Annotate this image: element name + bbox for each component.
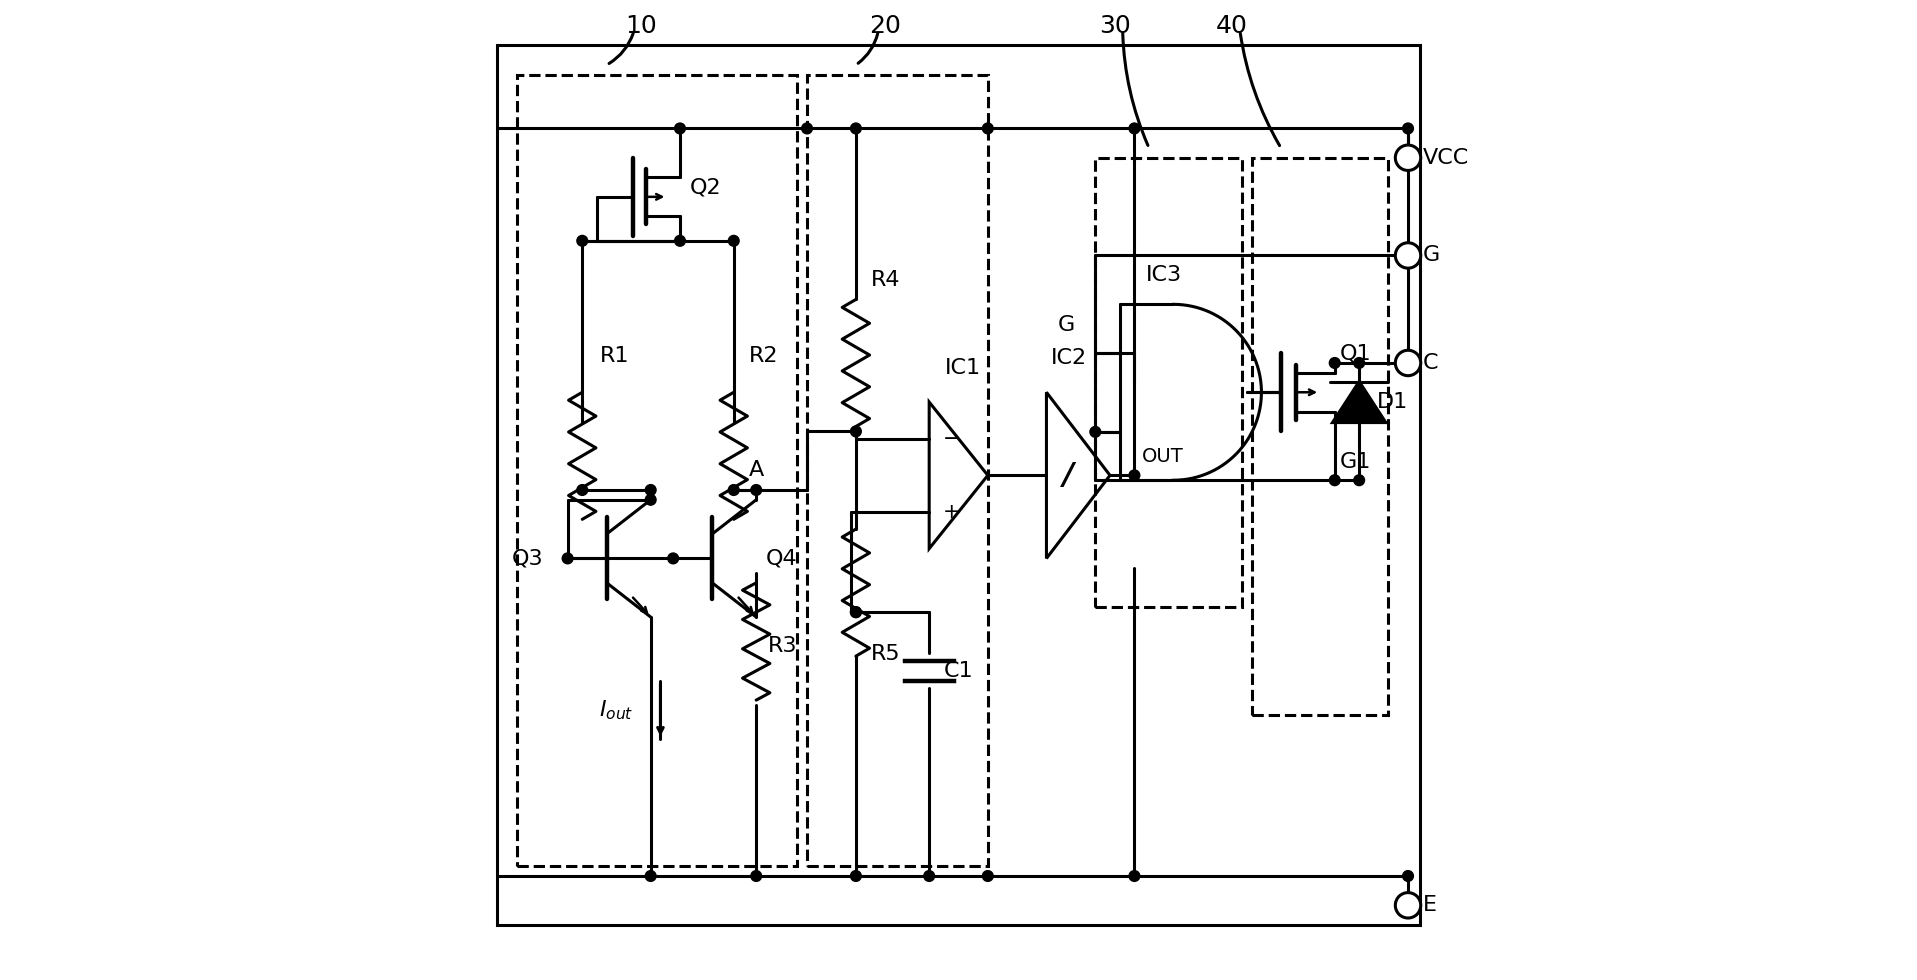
Text: A: A — [748, 461, 763, 480]
Bar — [1095, 158, 1242, 608]
Circle shape — [728, 235, 740, 246]
Circle shape — [1353, 358, 1365, 368]
Circle shape — [924, 870, 935, 881]
Bar — [807, 74, 987, 866]
Text: 20: 20 — [868, 14, 901, 38]
Text: Q2: Q2 — [690, 177, 721, 197]
Text: 30: 30 — [1098, 14, 1131, 38]
Text: R5: R5 — [870, 644, 901, 663]
Text: R2: R2 — [750, 346, 778, 366]
Circle shape — [1129, 123, 1141, 134]
Circle shape — [1353, 475, 1365, 486]
Circle shape — [851, 870, 861, 881]
Text: IC3: IC3 — [1146, 265, 1181, 285]
Circle shape — [1396, 350, 1420, 375]
Text: 40: 40 — [1215, 14, 1248, 38]
Circle shape — [667, 553, 679, 563]
Text: R4: R4 — [870, 270, 901, 290]
Bar — [497, 45, 1420, 925]
Text: D1: D1 — [1376, 392, 1407, 412]
Text: R3: R3 — [769, 636, 797, 657]
Circle shape — [646, 494, 656, 505]
Circle shape — [562, 553, 573, 563]
Circle shape — [728, 485, 740, 495]
Text: VCC: VCC — [1422, 148, 1468, 168]
Text: G: G — [1422, 245, 1440, 266]
Bar — [518, 74, 797, 866]
Text: /: / — [1062, 461, 1074, 490]
Circle shape — [801, 123, 813, 134]
Text: Q1: Q1 — [1340, 343, 1371, 364]
Circle shape — [851, 426, 861, 437]
Text: −: − — [943, 428, 960, 449]
Text: R1: R1 — [600, 346, 629, 366]
Circle shape — [751, 870, 761, 881]
Circle shape — [1129, 870, 1141, 881]
Circle shape — [646, 485, 656, 495]
Text: IC2: IC2 — [1051, 348, 1087, 368]
Circle shape — [1328, 358, 1340, 368]
Text: IC1: IC1 — [945, 358, 982, 377]
Text: Q4: Q4 — [767, 549, 797, 568]
Circle shape — [982, 123, 993, 134]
Text: C: C — [1422, 353, 1438, 373]
Circle shape — [1396, 893, 1420, 918]
Text: C1: C1 — [943, 661, 974, 681]
Circle shape — [851, 607, 861, 617]
Text: +: + — [943, 502, 960, 522]
Text: Q3: Q3 — [512, 549, 543, 568]
Circle shape — [851, 123, 861, 134]
Circle shape — [851, 607, 861, 617]
Circle shape — [1328, 475, 1340, 486]
Circle shape — [577, 485, 589, 495]
Circle shape — [1091, 426, 1100, 437]
Circle shape — [751, 485, 761, 495]
Circle shape — [1396, 145, 1420, 171]
Text: $I_{out}$: $I_{out}$ — [598, 698, 633, 721]
Text: E: E — [1422, 896, 1436, 915]
Circle shape — [1403, 123, 1413, 134]
Circle shape — [577, 235, 589, 246]
Circle shape — [1129, 470, 1141, 481]
Circle shape — [982, 870, 993, 881]
Circle shape — [646, 870, 656, 881]
Circle shape — [675, 123, 686, 134]
Text: OUT: OUT — [1143, 447, 1185, 465]
Text: 10: 10 — [625, 14, 658, 38]
Text: G: G — [1058, 316, 1075, 335]
Text: G1: G1 — [1340, 453, 1371, 472]
Circle shape — [1396, 243, 1420, 269]
Polygon shape — [1332, 381, 1386, 422]
Bar — [1252, 158, 1388, 714]
Circle shape — [1403, 870, 1413, 881]
Circle shape — [675, 235, 686, 246]
